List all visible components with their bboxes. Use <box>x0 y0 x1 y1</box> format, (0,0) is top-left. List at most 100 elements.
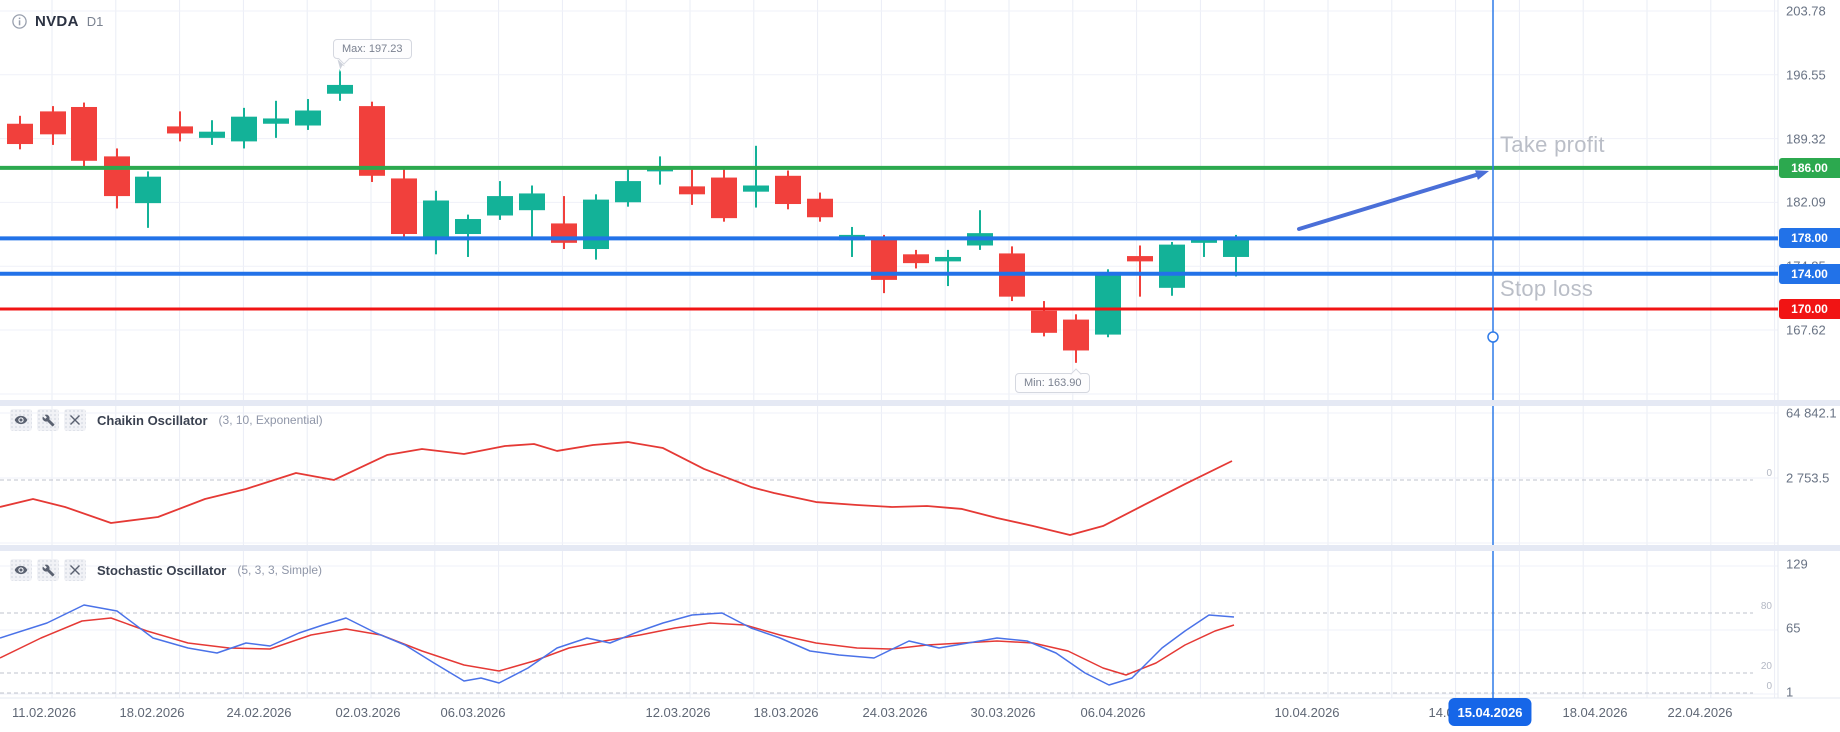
candle[interactable] <box>295 110 321 126</box>
candle-wick <box>947 249 949 287</box>
wrench-icon <box>42 564 54 576</box>
stochastic-visibility-button[interactable] <box>10 559 32 581</box>
chaikin-settings-button[interactable] <box>37 409 59 431</box>
chaikin-remove-button[interactable] <box>64 409 86 431</box>
symbol-name[interactable]: NVDA <box>35 13 79 30</box>
candle-wick <box>467 214 469 257</box>
stochastic-k-curve <box>0 604 1235 686</box>
chaikin-params: (3, 10, Exponential) <box>218 413 323 427</box>
entry-badge[interactable]: 178.00 <box>1779 228 1840 249</box>
symbol-header: NVDA D1 <box>12 13 103 30</box>
max-price-tooltip: Max: 197.23 <box>333 39 412 59</box>
stochastic-ref-label: 0 <box>1766 681 1772 692</box>
wrench-icon <box>42 414 54 426</box>
price-tick-label: 167.62 <box>1786 322 1826 338</box>
candle[interactable] <box>1095 271 1121 335</box>
candle[interactable] <box>1191 238 1217 243</box>
candle[interactable] <box>1223 238 1249 257</box>
stochastic-axis-label: 129 <box>1786 556 1808 572</box>
candle[interactable] <box>711 177 737 219</box>
date-label: 10.04.2026 <box>1274 705 1340 720</box>
candle[interactable] <box>167 126 193 134</box>
min-price-tooltip: Min: 163.90 <box>1015 373 1091 393</box>
candle[interactable] <box>263 118 289 124</box>
date-label: 30.03.2026 <box>970 705 1036 720</box>
chaikin-indicator-header: Chaikin Oscillator (3, 10, Exponential) <box>10 409 323 431</box>
selected-date-badge[interactable]: 15.04.2026 <box>1448 698 1532 726</box>
chaikin-curve <box>0 441 1233 536</box>
info-icon[interactable] <box>12 14 27 29</box>
chaikin-visibility-button[interactable] <box>10 409 32 431</box>
candle[interactable] <box>231 116 257 142</box>
date-label: 06.03.2026 <box>440 705 506 720</box>
timeframe-label[interactable]: D1 <box>86 14 104 29</box>
candle[interactable] <box>679 186 705 195</box>
candle[interactable] <box>455 219 481 235</box>
date-label: 24.03.2026 <box>862 705 928 720</box>
candle[interactable] <box>903 254 929 264</box>
date-label: 11.02.2026 <box>11 705 77 720</box>
close-icon <box>70 565 80 575</box>
date-label: 12.03.2026 <box>645 705 711 720</box>
stochastic-indicator-header: Stochastic Oscillator (5, 3, 3, Simple) <box>10 559 322 581</box>
candle[interactable] <box>1031 310 1057 333</box>
stop-loss-badge[interactable]: 170.00 <box>1779 299 1840 319</box>
stochastic-axis-label: 65 <box>1786 620 1801 636</box>
candle[interactable] <box>775 175 801 205</box>
take-profit-badge[interactable]: 186.00 <box>1779 157 1840 178</box>
candle-wick <box>531 185 533 239</box>
stochastic-axis-label: 1 <box>1786 684 1794 700</box>
date-label: 06.04.2026 <box>1080 705 1146 720</box>
close-icon <box>70 415 80 425</box>
candle-wick <box>1203 236 1205 257</box>
candle-wick <box>563 196 565 250</box>
candle[interactable] <box>391 178 417 235</box>
candle[interactable] <box>743 185 769 192</box>
date-label: 18.04.2026 <box>1562 705 1628 720</box>
candle[interactable] <box>1127 256 1153 262</box>
candle[interactable] <box>935 256 961 262</box>
candle[interactable] <box>135 176 161 204</box>
price-tick-label: 203.78 <box>1786 3 1826 19</box>
eye-icon <box>14 565 28 575</box>
date-label: 18.03.2026 <box>753 705 819 720</box>
panel-separator[interactable] <box>0 545 1840 551</box>
candle[interactable] <box>71 106 97 161</box>
stochastic-remove-button[interactable] <box>64 559 86 581</box>
stochastic-title[interactable]: Stochastic Oscillator <box>97 562 227 578</box>
candle[interactable] <box>104 156 130 197</box>
candle[interactable] <box>807 198 833 218</box>
stochastic-d-curve <box>0 617 1235 676</box>
trend-arrow-line[interactable] <box>1297 172 1479 231</box>
take-profit-label: Take profit <box>1500 132 1605 157</box>
candle[interactable] <box>327 84 353 94</box>
trend-arrow-head <box>1475 170 1489 180</box>
candle[interactable] <box>519 193 545 211</box>
candle-wick <box>755 145 757 208</box>
candle[interactable] <box>359 106 385 176</box>
entry-2-badge[interactable]: 174.00 <box>1779 263 1840 284</box>
chaikin-title[interactable]: Chaikin Oscillator <box>97 412 208 428</box>
candle[interactable] <box>7 123 33 145</box>
stochastic-ref-label: 80 <box>1760 601 1772 612</box>
candle[interactable] <box>583 199 609 250</box>
candle[interactable] <box>423 200 449 239</box>
stochastic-params: (5, 3, 3, Simple) <box>237 563 323 577</box>
panel-separator[interactable] <box>0 400 1840 406</box>
candle[interactable] <box>1159 244 1185 288</box>
candle[interactable] <box>199 131 225 138</box>
stop-loss-label: Stop loss <box>1500 276 1594 301</box>
eye-icon <box>14 415 28 425</box>
candle[interactable] <box>1063 319 1089 351</box>
chaikin-zero-label: 0 <box>1766 468 1772 479</box>
vline-marker-circle[interactable] <box>1487 331 1499 343</box>
date-label: 18.02.2026 <box>119 705 185 720</box>
candle[interactable] <box>615 181 641 203</box>
candle[interactable] <box>40 111 66 135</box>
stochastic-ref-label: 20 <box>1760 661 1772 672</box>
stochastic-settings-button[interactable] <box>37 559 59 581</box>
chaikin-axis-label: 2 753.5 <box>1786 470 1830 486</box>
candle[interactable] <box>487 196 513 216</box>
